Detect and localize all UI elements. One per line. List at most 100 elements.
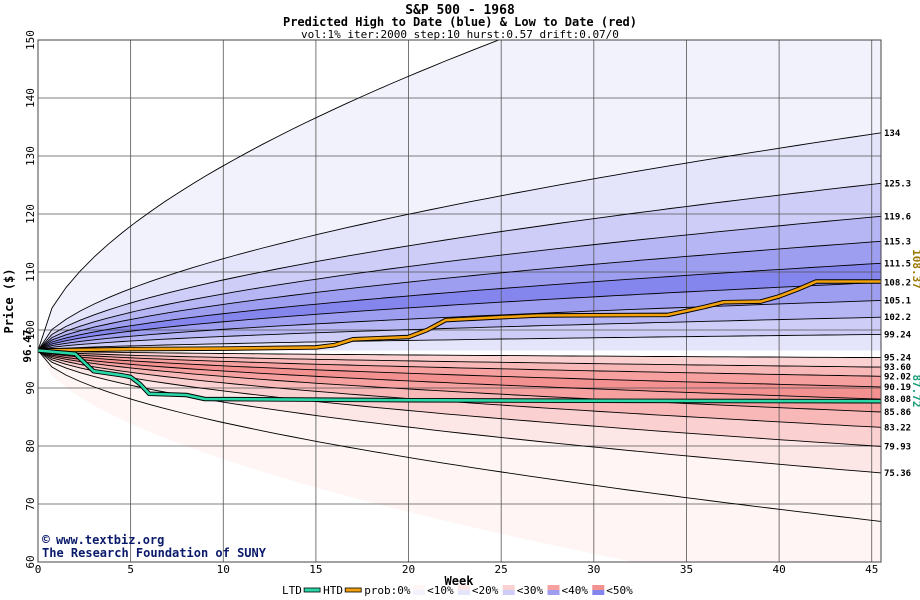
high-band-1 (38, 132, 881, 351)
band-edge-outer-high (38, 40, 500, 351)
band-edge-15 (38, 350, 881, 413)
y-tick-label: 90 (24, 381, 37, 394)
y-tick-label: 110 (24, 262, 37, 282)
legend-label-7: <50% (606, 584, 633, 597)
band-boundaries (38, 40, 881, 522)
band-edge-8 (38, 316, 881, 351)
ltd-end-label: 87.72 (910, 374, 920, 407)
start-value-label: 96.47 (21, 329, 34, 362)
low-band-7 (38, 350, 881, 447)
percentile-label: 83.22 (884, 423, 911, 433)
chart-title: S&P 500 - 1968 (405, 3, 515, 18)
chart-params: vol:1% iter:2000 step:10 hurst:0.57 drif… (301, 28, 619, 41)
x-tick-label: 35 (680, 563, 693, 576)
y-axis-label: Price ($) (2, 268, 16, 333)
low-band-6 (38, 350, 881, 428)
high-band-4 (38, 241, 881, 351)
x-tick-label: 5 (127, 563, 134, 576)
band-edge-9 (38, 333, 881, 351)
y-tick-label: 130 (24, 146, 37, 166)
legend: LTD HTD prob:0% <10% <20% <30% <40% <50% (282, 584, 633, 597)
percentile-label: 108.2 (884, 278, 911, 288)
htd-line (38, 280, 881, 352)
band-edge-1 (38, 132, 881, 351)
percentile-label: 119.6 (884, 212, 911, 222)
legend-box-high-5 (502, 590, 515, 595)
low-band-5 (38, 350, 881, 412)
plot-frame (37, 39, 882, 563)
plot-area (38, 40, 881, 562)
percentile-label: 99.24 (884, 330, 912, 340)
percentile-label: 115.3 (884, 237, 911, 247)
percentile-label: 102.2 (884, 313, 911, 323)
high-band-2 (38, 183, 881, 351)
percentile-label: 111.5 (884, 259, 911, 269)
percentile-label: 90.19 (884, 383, 911, 393)
credit-url[interactable]: www.textbiz.org (56, 533, 164, 547)
x-tick-label: 40 (772, 563, 785, 576)
legend-label-1: HTD (323, 584, 343, 597)
x-tick-label: 45 (865, 563, 878, 576)
legend-label-2: prob:0% (364, 584, 411, 597)
band-edge-outer-low (38, 350, 881, 522)
legend-label-6: <40% (562, 584, 589, 597)
band-edge-6 (38, 281, 881, 351)
low-band-9 (38, 350, 881, 562)
low-band-3 (38, 350, 881, 387)
legend-label-5: <30% (517, 584, 544, 597)
band-edge-2 (38, 182, 881, 351)
chart-subtitle: Predicted High to Date (blue) & Low to D… (283, 15, 637, 29)
band-edge-5 (38, 262, 881, 351)
high-band-3 (38, 216, 881, 351)
ltd-line (38, 349, 881, 403)
legend-label-0: LTD (282, 584, 302, 597)
band-edge-14 (38, 350, 881, 400)
x-ticks: 0 5 10 15 20 25 30 35 40 45 (35, 563, 879, 576)
htd-end-label: 108.37 (910, 249, 920, 289)
percentile-label: 95.24 (884, 354, 912, 364)
legend-swatch-1 (344, 587, 362, 593)
legend-box-high-7 (592, 590, 605, 595)
series-lines (38, 279, 881, 404)
high-band-5 (38, 263, 881, 351)
credit-org: The Research Foundation of SUNY (42, 546, 267, 560)
percentile-label: 134 (884, 129, 901, 139)
y-tick-label: 60 (24, 555, 37, 568)
percentile-label: 105.1 (884, 296, 911, 306)
high-band-0 (38, 40, 881, 351)
y-ticks: 60 70 80 90 100 110 120 130 140 150 (24, 30, 37, 569)
y-tick-label: 100 (24, 320, 37, 340)
band-edge-10 (38, 350, 881, 359)
high-band-8 (38, 317, 881, 351)
legend-label-3: <10% (427, 584, 454, 597)
legend-box-high-3 (413, 590, 426, 595)
low-band-8 (38, 350, 881, 473)
legend-box-low-7 (592, 585, 605, 590)
legend-box-low-4 (457, 585, 470, 590)
x-axis-label: Week (445, 574, 475, 588)
y-tick-label: 150 (24, 30, 37, 50)
legend-box-low-3 (413, 585, 426, 590)
band-edge-11 (38, 350, 881, 368)
x-tick-label: 15 (309, 563, 322, 576)
x-tick-label: 0 (35, 563, 42, 576)
percentile-label: 75.36 (884, 469, 911, 479)
neutral-band (38, 350, 881, 358)
percentile-label: 93.60 (884, 363, 911, 373)
y-tick-label: 120 (24, 204, 37, 224)
legend-box-high-6 (547, 590, 560, 595)
percentile-labels: 134 125.3 119.6 115.3 111.5 108.2 105.1 102.2 99… (884, 129, 912, 479)
band-edge-17 (38, 350, 881, 447)
legend-box-low-6 (547, 585, 560, 590)
y-tick-label: 80 (24, 439, 37, 452)
percentile-label: 88.08 (884, 395, 911, 405)
percentile-label: 85.86 (884, 408, 911, 418)
percentile-label: 79.93 (884, 442, 911, 452)
x-tick-label: 25 (495, 563, 508, 576)
band-edge-4 (38, 240, 881, 351)
band-edge-7 (38, 299, 881, 351)
low-band-4 (38, 350, 881, 400)
y-tick-label: 140 (24, 88, 37, 108)
percentile-label: 125.3 (884, 179, 911, 189)
